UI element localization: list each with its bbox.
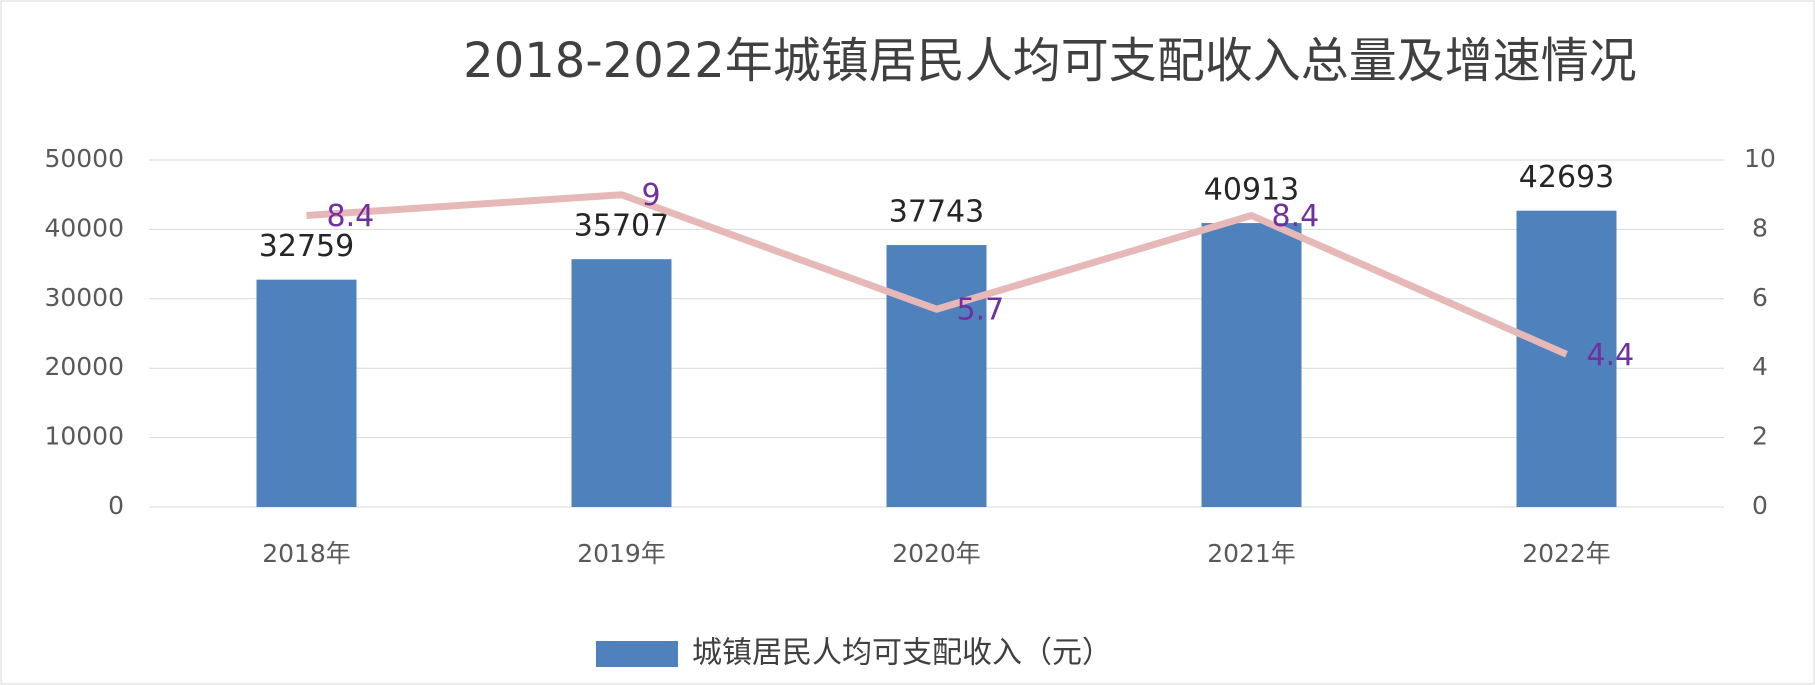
bar-value-label: 40913 (1204, 173, 1299, 208)
bar-value-label: 32759 (259, 229, 354, 264)
bar-value-label: 42693 (1519, 160, 1614, 195)
y-tick-label: 50000 (44, 144, 124, 173)
line-value-label: 4.4 (1587, 338, 1635, 373)
bar (571, 259, 672, 507)
line-value-label: 8.4 (1272, 199, 1320, 234)
bar (1516, 210, 1617, 508)
y2-tick-label: 6 (1752, 283, 1768, 312)
legend-swatch (596, 641, 678, 667)
x-tick-label: 2022年 (1522, 539, 1611, 568)
x-tick-label: 2020年 (892, 539, 981, 568)
chart-title: 2018-2022年城镇居民人均可支配收入总量及增速情况 (463, 33, 1637, 89)
line-value-label: 8.4 (327, 199, 375, 234)
y-tick-label: 40000 (44, 213, 124, 242)
line-value-label: 9 (642, 178, 661, 213)
y2-tick-label: 0 (1752, 491, 1768, 520)
line (306, 191, 1568, 358)
y2-tick-label: 4 (1752, 352, 1768, 381)
line-value-label: 5.7 (957, 293, 1005, 328)
x-tick-label: 2021年 (1207, 539, 1296, 568)
bar (1201, 223, 1302, 507)
bar (886, 245, 987, 507)
y-tick-label: 0 (108, 491, 124, 520)
y-tick-label: 30000 (44, 283, 124, 312)
x-tick-label: 2018年 (262, 539, 351, 568)
y2-tick-label: 10 (1744, 144, 1776, 173)
bar-value-label: 35707 (574, 209, 669, 244)
x-tick-label: 2019年 (577, 539, 666, 568)
y2-tick-label: 2 (1752, 422, 1768, 451)
legend-label: 城镇居民人均可支配收入（元） (692, 636, 1112, 671)
bar (256, 279, 357, 507)
y-tick-label: 20000 (44, 352, 124, 381)
y-tick-label: 10000 (44, 422, 124, 451)
y2-tick-label: 8 (1752, 213, 1768, 242)
bar-value-label: 37743 (889, 195, 984, 230)
